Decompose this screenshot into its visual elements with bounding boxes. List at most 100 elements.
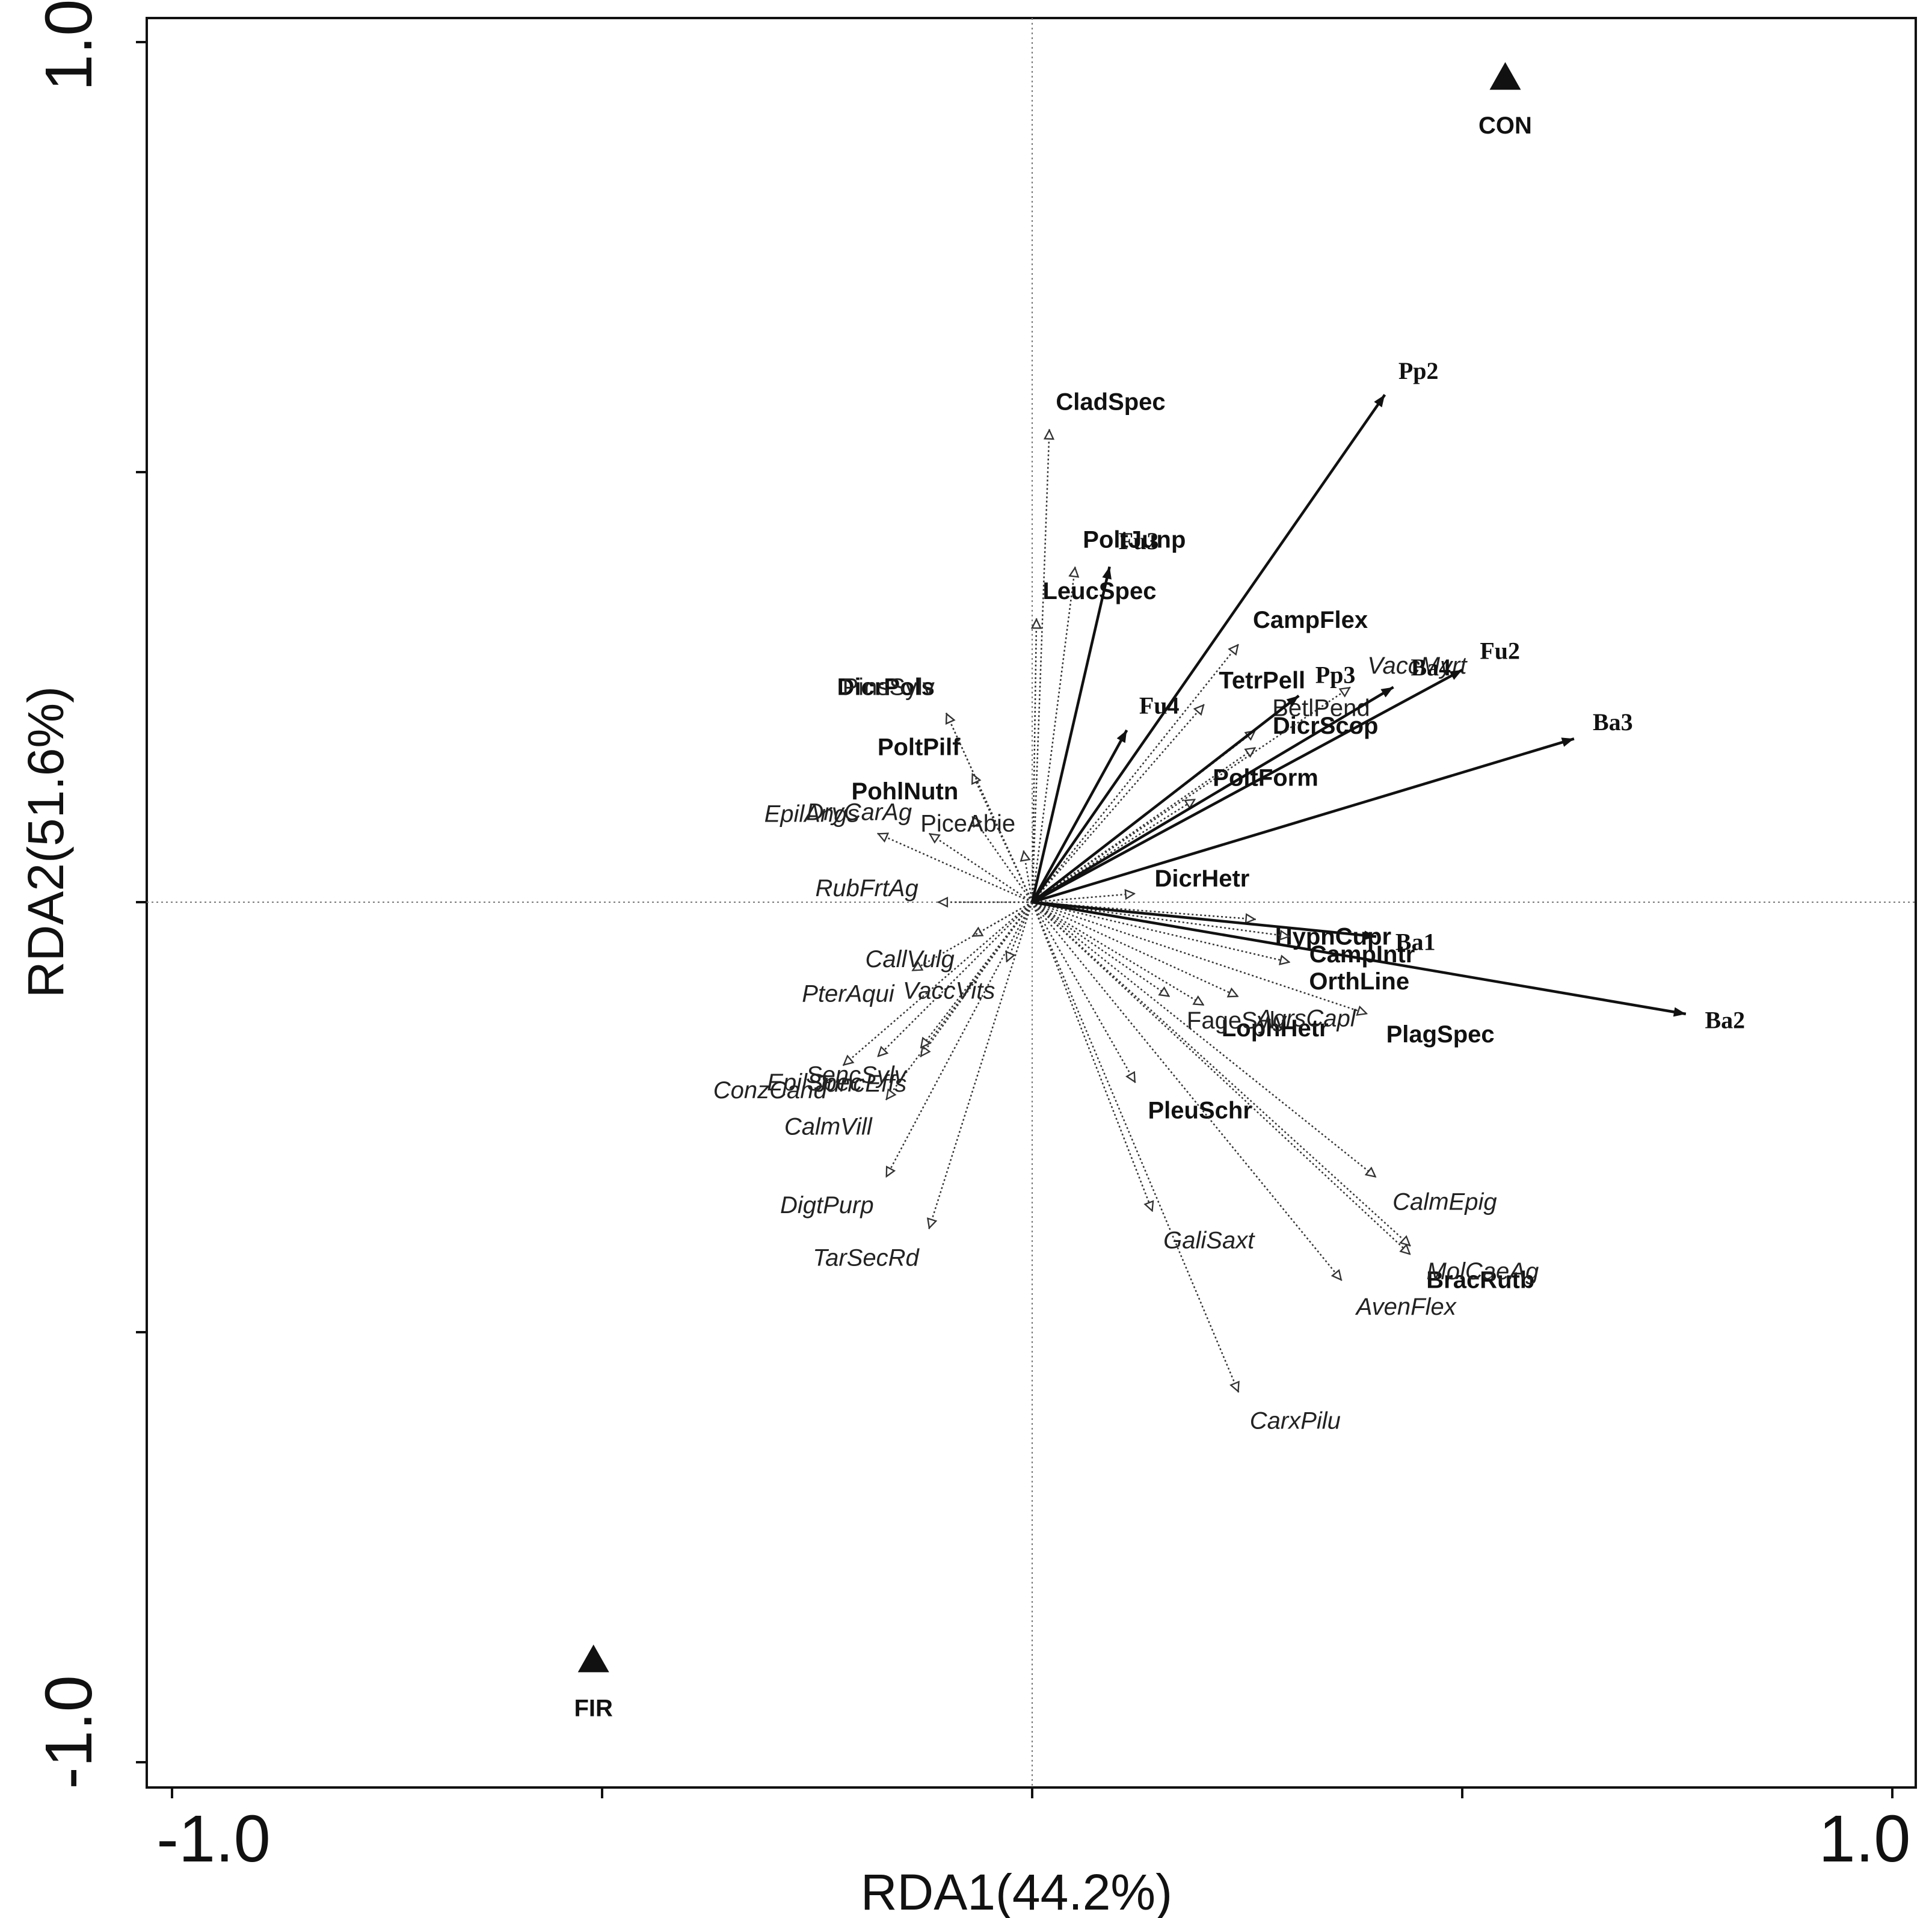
species-arrow-molcaeag — [1032, 902, 1412, 1247]
species-label-digtpurp: DigtPurp — [780, 1192, 874, 1219]
species-label-vaccvits: VaccVits — [903, 977, 995, 1004]
env-arrow-pp3 — [1031, 695, 1300, 903]
species-vectors: CladSpec PoltJunp LeucSpec CampFlex TetrPell… — [713, 389, 1539, 1434]
species-arrow-calmvill — [885, 902, 1033, 1101]
species-label-drycarag: DryCarAg — [807, 799, 912, 825]
species-label-leucspec: LeucSpec — [1042, 578, 1156, 604]
site-marker-con — [1489, 62, 1521, 90]
species-label-calmvill: CalmVill — [784, 1114, 873, 1140]
species-label-poltpilf: PoltPilf — [878, 734, 961, 761]
species-label-calmepig: CalmEpig — [1392, 1188, 1497, 1215]
env-label-fu3: Fu3 — [1119, 527, 1159, 555]
species-arrow-pinssylv — [945, 713, 1033, 903]
species-label-agrscapl: AgrsCapl — [1255, 1005, 1356, 1031]
species-label-callvulg: CallVulg — [866, 946, 955, 973]
env-label-pp3: Pp3 — [1315, 661, 1356, 688]
site-label-fir: FIR — [574, 1695, 613, 1721]
species-label-campflex: CampFlex — [1253, 607, 1368, 633]
species-arrow-bracrutb — [1032, 902, 1412, 1256]
env-label-ba3: Ba3 — [1593, 708, 1633, 736]
env-arrow-ba4 — [1031, 686, 1394, 903]
y-axis-title: RDA2(51.6%) — [17, 686, 74, 998]
species-label-pteraqui: PterAqui — [802, 980, 895, 1007]
env-arrow-fu2 — [1031, 668, 1463, 903]
species-arrow-fagesylv — [1032, 901, 1171, 998]
site-label-con: CON — [1478, 112, 1532, 139]
species-arrow-piceabie — [1024, 850, 1033, 903]
env-label-fu2: Fu2 — [1480, 637, 1520, 664]
species-arrow-sencsylv — [920, 902, 1033, 1049]
env-arrow-ba3 — [1032, 737, 1575, 904]
species-label-conzcand: ConzCand — [713, 1077, 828, 1104]
species-arrow-orthline — [1032, 901, 1290, 962]
species-label-tarsecrd: TarSecRd — [813, 1244, 920, 1271]
species-arrow-calmepig — [1032, 902, 1377, 1178]
species-arrow-epilangs — [878, 834, 1033, 903]
species-arrow-poltform — [1032, 798, 1196, 903]
species-label-cladspec: CladSpec — [1056, 389, 1165, 416]
site-marker-fir — [577, 1644, 609, 1673]
site-markers: CON FIR — [574, 62, 1532, 1721]
xtick-label-left: -1.0 — [156, 1802, 271, 1876]
species-arrow-vaccmyrt — [1032, 686, 1351, 903]
species-label-galisaxt: GaliSaxt — [1163, 1227, 1255, 1253]
env-label-ba2: Ba2 — [1705, 1007, 1745, 1034]
species-arrow-carxpilu — [1031, 902, 1238, 1392]
env-arrow-ba1 — [1032, 900, 1377, 941]
axis-ticks — [136, 41, 1894, 1798]
env-label-ba4: Ba4 — [1411, 654, 1451, 681]
xtick-label-right: 1.0 — [1819, 1802, 1911, 1876]
species-label-molcaeag: MolCaeAg — [1426, 1258, 1539, 1285]
species-arrow-poltpilf — [971, 773, 1033, 903]
ytick-label-top: 1.0 — [32, 0, 106, 91]
species-arrow-drycarag — [928, 832, 1033, 903]
species-label-pohlnutn: PohlNutn — [852, 778, 959, 805]
species-label-orthline: OrthLine — [1309, 968, 1409, 995]
env-label-ba1: Ba1 — [1395, 928, 1436, 955]
axis-labels: 1.0 -1.0 -1.0 1.0 RDA1(44.2%) RDA2(51.6%… — [17, 0, 1910, 1918]
species-label-avenflex: AvenFlex — [1355, 1294, 1457, 1320]
env-arrow-pp2 — [1031, 394, 1386, 903]
species-arrow-leucspec — [1032, 618, 1036, 903]
species-arrow-pleuschr — [1031, 902, 1136, 1083]
species-label-dicrhetr: DicrHetr — [1155, 865, 1250, 892]
species-label-dicrpols: DicrPols — [837, 674, 935, 700]
species-label-epilangs: EpilAngs — [764, 801, 860, 828]
species-arrow-galisaxt — [1031, 902, 1152, 1212]
species-label-betlpend: BetlPend — [1272, 695, 1370, 722]
env-arrow-fu3 — [1030, 566, 1112, 903]
species-label-tetrpell: TetrPell — [1219, 667, 1305, 693]
species-arrow-avenflex — [1032, 902, 1343, 1281]
species-arrow-epilspec — [876, 902, 1033, 1058]
env-label-fu4: Fu4 — [1139, 692, 1180, 719]
species-label-fagesylv: FageSylv — [1187, 1007, 1287, 1034]
ytick-label-bottom: -1.0 — [32, 1675, 106, 1789]
species-arrow-cladspec — [1031, 429, 1050, 903]
species-label-sencsylv: SencSylv — [806, 1062, 908, 1089]
env-arrow-ba2 — [1032, 900, 1687, 1017]
species-arrow-dicrhetr — [1032, 894, 1136, 903]
species-arrow-campintr — [1032, 901, 1290, 936]
env-arrow-fu4 — [1031, 729, 1128, 903]
species-arrow-hypncupr — [1032, 901, 1256, 920]
species-label-pinssylv: PinsSylv — [843, 674, 935, 700]
x-axis-title: RDA1(44.2%) — [861, 1864, 1172, 1918]
species-arrow-agrscapl — [1032, 901, 1238, 998]
species-label-pleuschr: PleuSchr — [1148, 1097, 1252, 1123]
species-arrow-digtpurp — [885, 902, 1033, 1178]
species-label-poltjunp: PoltJunp — [1083, 526, 1186, 553]
species-label-epilspec: EpilSpec — [767, 1069, 862, 1096]
environmental-vectors: Pp2 Fu3 Fu2 Pp3 Ba4 Fu4 Ba3 Ba1 Ba2 — [1030, 357, 1745, 1034]
env-label-pp2: Pp2 — [1398, 357, 1439, 384]
species-arrow-campflex — [1032, 644, 1240, 903]
species-arrow-poltjunp — [1031, 567, 1075, 903]
species-label-rubfrtag: RubFrtAg — [816, 875, 918, 902]
species-arrow-dicrscop — [1032, 746, 1257, 903]
species-arrow-vaccvits — [1006, 902, 1033, 962]
species-label-plagspec: PlagSpec — [1386, 1021, 1495, 1048]
species-label-poltform: PoltForm — [1213, 765, 1318, 791]
species-label-piceabie: PiceAbie — [920, 810, 1015, 837]
species-arrow-tetrpell — [1032, 704, 1205, 903]
species-label-bracrutb: BracRutb — [1426, 1267, 1534, 1293]
